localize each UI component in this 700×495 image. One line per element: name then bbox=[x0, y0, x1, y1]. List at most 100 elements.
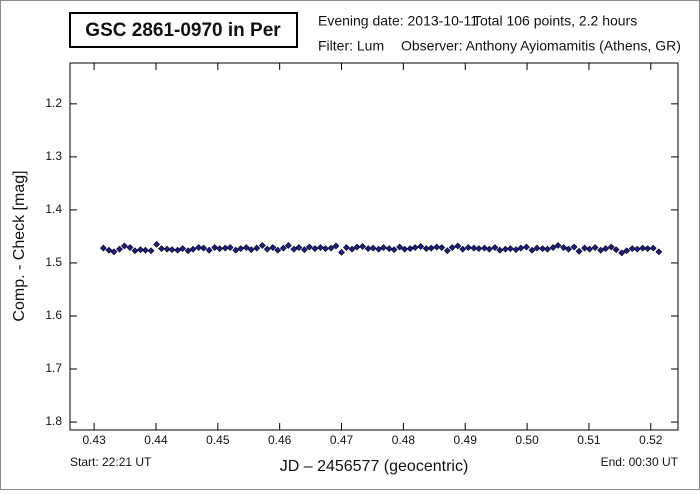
data-point bbox=[327, 244, 335, 252]
data-point bbox=[205, 246, 213, 254]
data-point bbox=[628, 245, 636, 253]
data-point bbox=[586, 245, 593, 253]
y-tick-label: 1.8 bbox=[45, 414, 62, 428]
data-point bbox=[544, 245, 551, 253]
data-point bbox=[343, 244, 350, 251]
x-tick-label: 0.50 bbox=[515, 433, 539, 447]
data-point bbox=[263, 245, 271, 253]
data-point bbox=[533, 244, 541, 252]
data-point bbox=[549, 244, 557, 251]
data-point bbox=[305, 243, 313, 251]
data-point bbox=[126, 244, 134, 251]
data-point bbox=[195, 244, 203, 251]
data-point bbox=[153, 240, 161, 248]
data-point bbox=[427, 244, 435, 252]
data-point bbox=[623, 247, 631, 255]
data-point bbox=[401, 245, 409, 253]
data-point bbox=[496, 246, 504, 254]
data-point bbox=[411, 244, 419, 251]
data-point bbox=[200, 244, 208, 252]
data-point bbox=[311, 245, 319, 253]
data-point bbox=[279, 244, 287, 252]
data-point bbox=[295, 244, 303, 251]
data-point bbox=[359, 243, 366, 250]
data-point bbox=[633, 245, 641, 253]
data-point bbox=[142, 246, 149, 254]
data-point bbox=[290, 245, 298, 253]
data-point bbox=[649, 244, 657, 252]
plot-frame bbox=[69, 62, 679, 431]
data-point bbox=[581, 244, 589, 252]
x-tick-label: 0.44 bbox=[144, 433, 168, 447]
data-point bbox=[443, 247, 451, 255]
data-point bbox=[528, 246, 536, 254]
data-point bbox=[168, 246, 176, 254]
x-axis-label: JD – 2456577 (geocentric) bbox=[280, 458, 469, 475]
data-point bbox=[147, 247, 155, 255]
data-point bbox=[242, 244, 250, 251]
data-point bbox=[284, 242, 292, 249]
data-point bbox=[475, 245, 483, 253]
data-point bbox=[554, 242, 562, 249]
data-point bbox=[607, 243, 615, 251]
x-tick-label: 0.46 bbox=[268, 433, 292, 447]
data-point bbox=[116, 245, 123, 253]
data-point bbox=[602, 245, 610, 253]
data-point bbox=[322, 245, 329, 253]
title-box bbox=[69, 12, 298, 48]
y-axis-label: Comp. - Check [mag] bbox=[11, 170, 28, 321]
data-point bbox=[560, 244, 567, 251]
data-point bbox=[226, 244, 234, 251]
data-point bbox=[575, 247, 583, 255]
x-tick-label: 0.47 bbox=[330, 433, 354, 447]
header-text: Filter: Lum bbox=[318, 38, 384, 54]
data-point bbox=[232, 246, 240, 254]
data-point bbox=[417, 243, 425, 250]
data-point bbox=[258, 242, 266, 249]
data-point bbox=[247, 246, 255, 254]
data-point bbox=[459, 245, 467, 253]
data-point bbox=[612, 246, 620, 254]
data-point bbox=[448, 244, 456, 251]
data-point bbox=[539, 245, 546, 253]
data-point bbox=[470, 244, 478, 252]
end-label: End: 00:30 UT bbox=[601, 455, 679, 469]
y-tick-label: 1.6 bbox=[45, 308, 62, 322]
x-tick-label: 0.49 bbox=[454, 433, 478, 447]
data-point bbox=[110, 248, 118, 256]
data-point bbox=[591, 244, 599, 251]
data-point bbox=[158, 245, 165, 253]
data-point bbox=[491, 244, 499, 251]
data-point bbox=[269, 244, 277, 251]
data-point bbox=[438, 244, 446, 251]
header-text: Evening date: 2013-10-11 bbox=[318, 13, 478, 29]
data-point bbox=[390, 246, 398, 254]
data-point bbox=[216, 245, 224, 253]
data-point bbox=[369, 244, 377, 252]
x-tick-label: 0.48 bbox=[392, 433, 416, 447]
data-point bbox=[464, 244, 472, 251]
x-tick-label: 0.52 bbox=[639, 433, 663, 447]
data-point bbox=[184, 247, 192, 255]
data-point bbox=[454, 242, 462, 250]
data-point bbox=[512, 246, 520, 254]
y-tick-label: 1.5 bbox=[45, 255, 62, 269]
data-point bbox=[317, 244, 324, 251]
chart-title: GSC 2861-0970 in Per bbox=[85, 20, 281, 41]
data-point bbox=[253, 244, 261, 252]
data-point bbox=[163, 245, 171, 253]
data-point bbox=[137, 246, 144, 254]
start-label: Start: 22:21 UT bbox=[70, 455, 152, 469]
y-tick-label: 1.7 bbox=[45, 361, 62, 375]
data-point bbox=[385, 245, 393, 253]
data-point bbox=[105, 246, 113, 254]
data-point bbox=[523, 243, 530, 251]
header-text: Total 106 points, 2.2 hours bbox=[473, 13, 637, 29]
data-point bbox=[348, 245, 356, 253]
data-point bbox=[300, 246, 308, 254]
data-point bbox=[655, 248, 663, 256]
x-tick-label: 0.51 bbox=[577, 433, 601, 447]
data-point bbox=[375, 245, 383, 253]
